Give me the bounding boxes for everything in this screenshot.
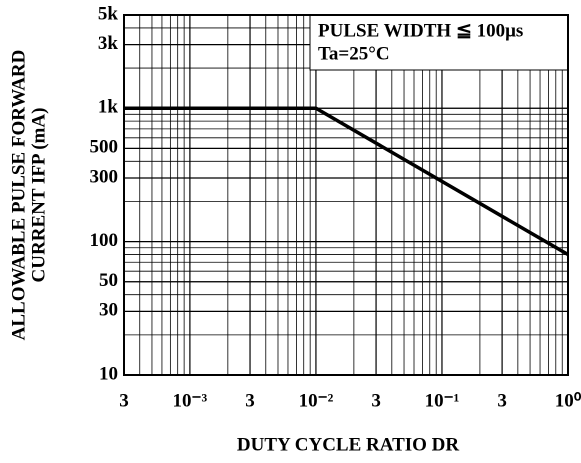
x-tick-label: 10⁰ (555, 390, 581, 411)
x-tick-label: 10⁻¹ (425, 390, 460, 411)
y-axis-label: ALLOWABLE PULSE FORWARD (8, 50, 29, 341)
line (124, 106, 569, 257)
annotation: PULSE WIDTH ≦ 100μs (318, 20, 523, 41)
y-tick-label: 3k (98, 33, 119, 54)
y-tick-label: 50 (99, 270, 118, 291)
x-tick-label: 3 (245, 390, 255, 411)
annotation: Ta=25°C (318, 43, 390, 64)
y-tick-label: 100 (90, 230, 119, 251)
y-tick-label: 5k (98, 3, 119, 24)
y-tick-label: 10 (99, 363, 118, 384)
x-tick-label: 3 (371, 390, 381, 411)
y-axis-label: CURRENT IFP (mA) (28, 108, 49, 283)
annotation-box (309, 14, 569, 71)
y-tick-label: 300 (90, 166, 119, 187)
y-tick-label: 1k (98, 97, 119, 118)
x-tick-label: 10⁻² (299, 390, 334, 411)
y-tick-label: 30 (99, 300, 118, 321)
y-tick-label: 500 (90, 137, 119, 158)
x-axis-label: DUTY CYCLE RATIO DR (237, 434, 459, 455)
x-tick-label: 3 (119, 390, 129, 411)
plot-frame (123, 14, 569, 376)
x-tick-label: 10⁻³ (173, 390, 208, 411)
x-tick-label: 3 (497, 390, 507, 411)
